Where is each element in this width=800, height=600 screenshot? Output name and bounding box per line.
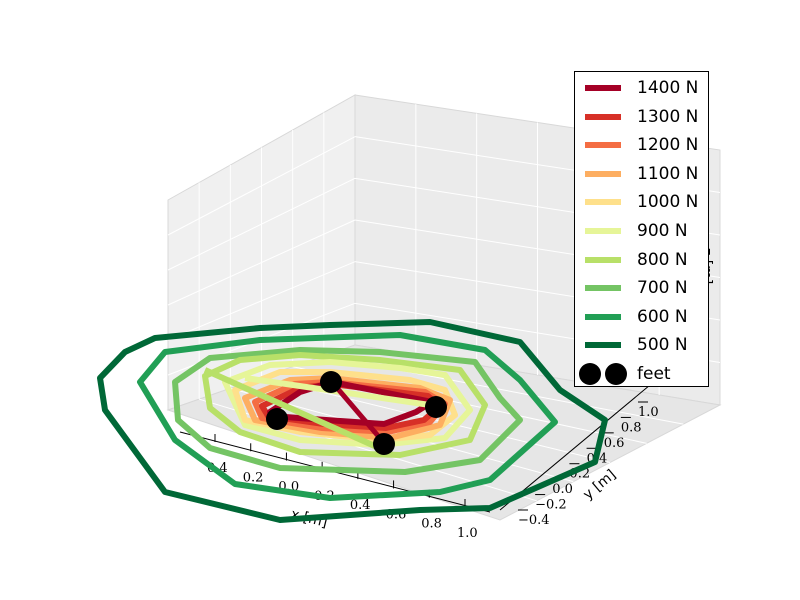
legend-label: 1100 N [637, 163, 699, 184]
contour-500n [97, 319, 608, 523]
y-tick-label: 0.0 [552, 482, 573, 497]
contour-800n [202, 352, 488, 458]
legend-feet-marker [579, 363, 601, 385]
legend-entry: 700 N [575, 274, 710, 300]
contour-800n-segment [203, 367, 390, 455]
legend-entry: 1300 N [575, 103, 710, 129]
legend-entry: 1100 N [575, 160, 710, 186]
x-tick-label: 1.0 [457, 526, 478, 541]
foot-marker [266, 408, 288, 430]
legend-swatch [585, 142, 621, 149]
x-tick-label: 0.2 [243, 470, 264, 485]
legend-swatch [585, 313, 621, 320]
legend-label: 1300 N [637, 106, 699, 127]
y-tick-label: −0.4 [518, 513, 550, 528]
x-tick-label: 0.8 [421, 517, 442, 532]
legend-label: 1000 N [637, 192, 699, 213]
legend-label: 1400 N [637, 78, 699, 98]
contour-700n [172, 347, 523, 475]
legend-entry-feet: feet [575, 360, 710, 386]
y-ticks: −0.4−0.20.00.20.40.60.81.0 [518, 401, 659, 528]
y-tick-label: 1.0 [638, 405, 659, 420]
foot-marker [425, 396, 447, 418]
legend-swatch [585, 113, 621, 120]
foot-marker [373, 433, 395, 455]
legend: 1400 N 1300 N 1200 N 1100 N 1000 N 900 N 800 N… [574, 71, 709, 387]
legend-entry: 800 N [575, 246, 710, 272]
legend-swatch [585, 199, 621, 206]
legend-entry: 600 N [575, 303, 710, 329]
legend-entry: 1000 N [575, 188, 710, 214]
feet-markers [266, 371, 447, 455]
contour-1400n-segment [330, 380, 387, 446]
legend-label: 500 N [637, 335, 688, 356]
legend-entry: 1200 N [575, 131, 710, 157]
legend-label: 1200 N [637, 135, 699, 156]
legend-swatch [585, 256, 621, 263]
contour-900n [222, 359, 473, 448]
y-tick-label: 0.6 [604, 436, 625, 451]
legend-swatch [585, 228, 621, 234]
legend-label: 800 N [637, 249, 688, 270]
legend-swatch [585, 85, 621, 91]
legend-entry: 900 N [575, 217, 710, 243]
legend-label: 900 N [637, 221, 688, 241]
legend-label: 700 N [637, 278, 688, 299]
foot-marker [320, 371, 342, 393]
legend-swatch [585, 170, 621, 177]
legend-label: feet [637, 364, 671, 384]
y-tick-label: 0.8 [621, 420, 642, 435]
legend-label: 600 N [637, 306, 688, 327]
legend-swatch [585, 342, 621, 349]
legend-entry: 500 N [575, 331, 710, 357]
legend-feet-marker [605, 363, 627, 385]
y-tick-label: −0.2 [535, 498, 567, 513]
y-axis-line [499, 384, 651, 511]
contour-600n [137, 332, 558, 501]
x-tick-label: 0.4 [350, 498, 371, 513]
legend-entry: 1400 N [575, 74, 710, 100]
legend-swatch [585, 285, 621, 292]
